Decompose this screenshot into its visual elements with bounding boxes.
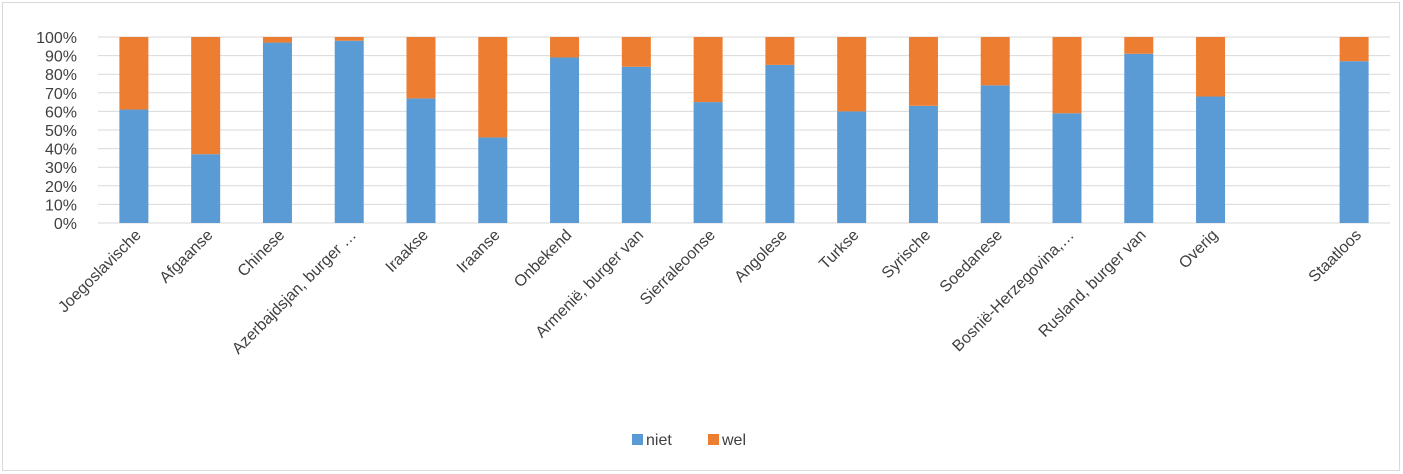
x-tick-label: Bosnië-Herzegovina,… <box>949 227 1077 355</box>
bar-wel <box>1196 37 1226 97</box>
bar-wel <box>693 37 723 103</box>
x-tick-label: Afgaanse <box>157 227 217 287</box>
bar-wel <box>119 37 149 110</box>
bar-niet <box>908 105 938 223</box>
bar-wel <box>621 37 651 67</box>
bar-niet <box>478 137 508 223</box>
y-tick-label: 40% <box>45 142 77 159</box>
x-tick-label: Syrische <box>879 227 934 282</box>
bar-niet <box>262 42 292 223</box>
legend-swatch-wel <box>708 434 719 445</box>
bar-niet <box>765 64 795 224</box>
bar-wel <box>765 37 795 65</box>
bar-niet <box>1052 113 1082 223</box>
x-tick-label: Onbekend <box>511 227 575 291</box>
bar-niet <box>837 111 867 223</box>
bar-wel <box>550 37 580 58</box>
bar-niet <box>980 85 1010 223</box>
x-tick-label: Overig <box>1176 227 1221 272</box>
legend-label-niet: niet <box>646 432 672 449</box>
y-axis-ticks: 0% 10%20% 30%40% 50% 60%70% 80%90% 100% <box>36 30 77 233</box>
y-tick-label: 60% <box>45 104 77 121</box>
bar-niet <box>621 66 651 223</box>
y-tick-label: 0% <box>54 216 77 233</box>
bars <box>119 37 1369 224</box>
bar-wel <box>191 37 221 155</box>
bar-wel <box>334 37 364 41</box>
x-axis-ticks: Joegoslavische Afgaanse ChineseAzerbajdsja… <box>55 227 1365 358</box>
legend-swatch-niet <box>632 434 643 445</box>
x-tick-label: Angolese <box>732 227 791 286</box>
bar-niet <box>693 102 723 223</box>
x-tick-label: Chinese <box>235 227 289 281</box>
y-tick-label: 80% <box>45 67 77 84</box>
bar-wel <box>478 37 508 138</box>
x-tick-label: Azerbajdsjan, burger … <box>229 227 360 358</box>
x-tick-label: Soedanese <box>937 227 1006 296</box>
x-tick-label: Staatloos <box>1306 227 1365 286</box>
y-tick-label: 30% <box>45 160 77 177</box>
bar-wel <box>1339 37 1369 62</box>
y-tick-label: 90% <box>45 49 77 66</box>
bar-niet <box>550 57 580 224</box>
gridlines <box>98 36 1390 224</box>
bar-wel <box>837 37 867 112</box>
bar-niet <box>119 109 149 223</box>
x-tick-label: Turkse <box>816 227 862 273</box>
legend-label-wel: wel <box>721 432 746 449</box>
bar-wel <box>262 37 292 43</box>
x-tick-label: Iraakse <box>383 227 432 276</box>
y-tick-label: 10% <box>45 197 77 214</box>
bar-wel <box>908 37 938 106</box>
bar-wel <box>1124 37 1154 54</box>
bar-wel <box>980 37 1010 86</box>
x-tick-label: Iraanse <box>454 227 504 277</box>
bar-niet <box>191 154 221 223</box>
bar-niet <box>1124 53 1154 223</box>
bar-wel <box>406 37 436 99</box>
y-tick-label: 70% <box>45 86 77 103</box>
bar-niet <box>334 40 364 223</box>
x-tick-label: Sierraleoonse <box>637 227 719 309</box>
x-tick-label: Joegoslavische <box>55 227 144 316</box>
y-tick-label: 100% <box>36 30 77 47</box>
legend: niet wel <box>632 432 746 449</box>
y-tick-label: 20% <box>45 179 77 196</box>
bar-niet <box>1339 61 1369 224</box>
y-tick-label: 50% <box>45 123 77 140</box>
bar-niet <box>1196 96 1226 223</box>
bar-niet <box>406 98 436 223</box>
bar-wel <box>1052 37 1082 114</box>
